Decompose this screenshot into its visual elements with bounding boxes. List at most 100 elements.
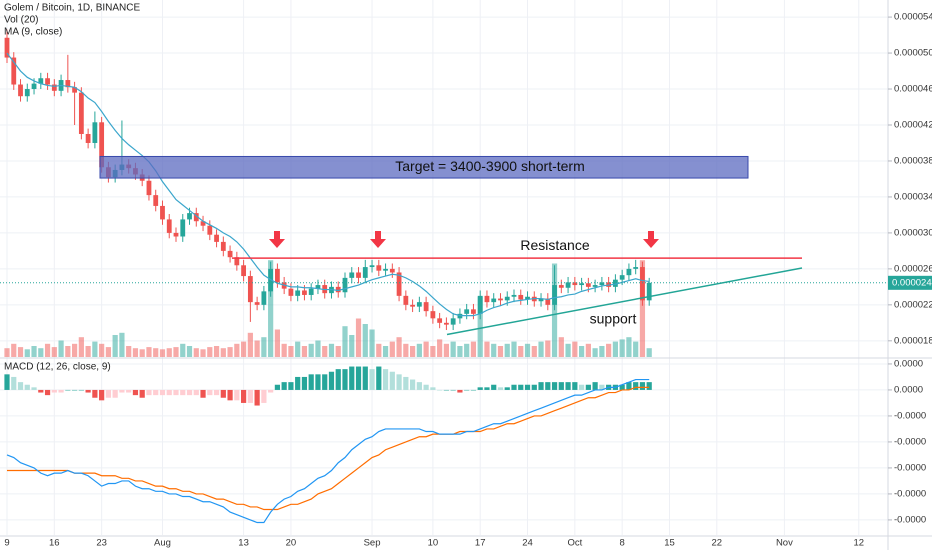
- volume-bar: [112, 335, 118, 357]
- histogram-bar: [369, 369, 375, 390]
- histogram-bar: [274, 384, 280, 390]
- y-tick-label: -0.0000: [894, 488, 926, 499]
- volume-bar: [464, 343, 470, 357]
- candle-body: [200, 221, 206, 226]
- histogram-bar: [112, 389, 118, 398]
- candle-body: [295, 290, 301, 296]
- y-tick-label: -0.0000: [894, 436, 926, 447]
- x-tick-label: Oct: [567, 538, 582, 549]
- histogram-bar: [477, 387, 483, 390]
- histogram-bar: [17, 382, 24, 390]
- candle-body: [430, 311, 436, 319]
- volume: [4, 260, 652, 357]
- volume-bar: [545, 340, 551, 357]
- histogram-bar: [234, 389, 240, 401]
- y-tick-label: -0.0000: [894, 462, 926, 473]
- histogram-bar: [105, 389, 111, 398]
- candle-body: [207, 225, 213, 235]
- histogram-bar: [207, 389, 213, 396]
- histogram-bar: [180, 389, 186, 396]
- volume-bar: [470, 341, 477, 357]
- volume-bar: [186, 346, 193, 357]
- volume-bar: [24, 349, 30, 357]
- volume-bar: [85, 346, 91, 357]
- candle-body: [437, 318, 443, 323]
- candle-body: [450, 318, 456, 325]
- histogram-bar: [457, 389, 463, 393]
- volume-bar: [288, 346, 294, 357]
- volume-bar: [443, 343, 449, 357]
- histogram-bar: [416, 382, 422, 390]
- ma-line: [6, 52, 650, 317]
- x-tick-label: 12: [853, 538, 864, 549]
- histogram-bar: [646, 382, 652, 390]
- histogram-bar: [464, 389, 470, 391]
- candle-body: [261, 291, 267, 305]
- histogram-bar: [186, 389, 193, 396]
- volume-bar: [227, 347, 233, 357]
- histogram-bar: [376, 366, 382, 390]
- candle-body: [11, 57, 17, 85]
- candle-body: [369, 265, 375, 268]
- volume-bar: [389, 341, 395, 357]
- volume-bar: [362, 324, 368, 357]
- volume-legend: Vol (20): [4, 15, 38, 26]
- candle-body: [241, 265, 246, 277]
- y-tick-label: 0.0000: [894, 384, 923, 395]
- histogram-bar: [92, 389, 98, 398]
- macd-line: [6, 378, 650, 524]
- candle-body: [247, 276, 253, 303]
- volume-bar: [633, 341, 639, 357]
- volume-bar: [592, 348, 598, 357]
- candle-body: [220, 241, 226, 251]
- volume-bar: [254, 340, 260, 357]
- volume-bar: [166, 348, 172, 357]
- candle-body: [214, 234, 219, 242]
- volume-bar: [44, 343, 51, 357]
- histogram-bar: [396, 374, 402, 390]
- volume-bar: [274, 329, 280, 357]
- volume-bar: [416, 343, 422, 357]
- volume-bar: [585, 343, 591, 357]
- ma-legend: MA (9, close): [4, 27, 62, 38]
- histogram-bar: [497, 387, 504, 390]
- histogram-bar: [315, 374, 321, 390]
- volume-bar: [410, 346, 416, 357]
- histogram-bar: [173, 389, 179, 396]
- histogram-bar: [531, 384, 537, 390]
- volume-bar: [382, 346, 389, 357]
- volume-bar: [11, 343, 17, 357]
- candle-body: [538, 298, 544, 302]
- y-tick-label: 0.0000: [894, 358, 923, 369]
- macd-pane: [4, 366, 652, 524]
- volume-bar: [99, 343, 105, 357]
- histogram-bar: [484, 387, 490, 390]
- volume-bar: [497, 346, 504, 357]
- histogram-bar: [572, 382, 578, 390]
- histogram-bar: [44, 389, 51, 396]
- candle-body: [193, 213, 199, 222]
- x-tick-label: Nov: [776, 538, 793, 549]
- histogram-bar: [254, 389, 260, 406]
- volume-bar: [565, 343, 571, 357]
- histogram-bar: [11, 376, 17, 390]
- candle-body: [31, 83, 37, 90]
- candle-body: [464, 309, 470, 314]
- histogram-bar: [139, 389, 145, 398]
- candle-body: [423, 302, 429, 312]
- candle-body: [376, 265, 382, 271]
- candle-body: [308, 288, 314, 295]
- candle-body: [552, 285, 557, 305]
- candle-body: [525, 296, 530, 300]
- volume-bar: [193, 348, 199, 357]
- candle-body: [572, 282, 578, 286]
- volume-bar: [247, 332, 253, 357]
- candle-body: [146, 180, 152, 196]
- last-price-box: [888, 275, 932, 290]
- histogram-bar: [4, 374, 10, 390]
- volume-bar: [518, 346, 524, 357]
- histogram-bar: [166, 389, 172, 396]
- candle-body: [4, 37, 10, 58]
- candle-body: [166, 219, 172, 233]
